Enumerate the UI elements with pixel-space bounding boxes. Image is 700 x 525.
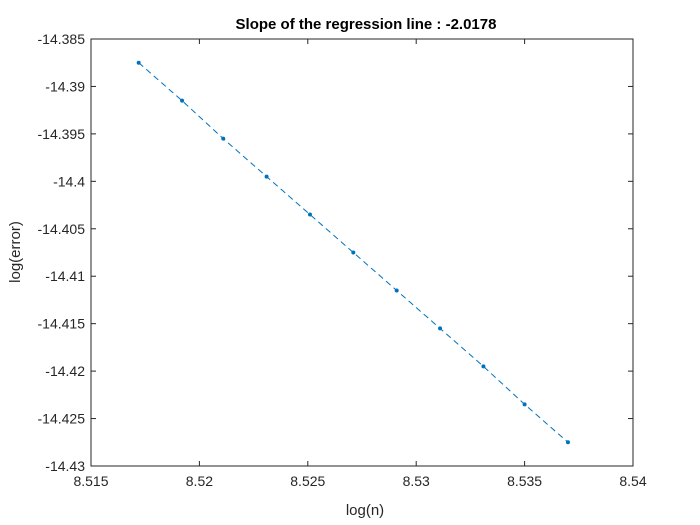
data-point (180, 98, 185, 103)
x-tick-label: 8.53 (403, 473, 430, 489)
x-tick-label: 8.515 (73, 473, 108, 489)
x-tick-label: 8.52 (186, 473, 213, 489)
x-tick-label: 8.535 (507, 473, 542, 489)
data-point (481, 364, 486, 369)
data-point (565, 440, 570, 445)
data-point (307, 212, 312, 217)
y-tick-label: -14.385 (38, 31, 86, 47)
y-tick-label: -14.41 (45, 268, 85, 284)
x-axis-label: log(n) (346, 502, 384, 519)
x-tick-label: 8.54 (619, 473, 646, 489)
data-point (221, 136, 226, 141)
data-point (522, 402, 527, 407)
plot-area (90, 38, 634, 467)
data-point (394, 288, 399, 293)
y-tick-label: -14.395 (38, 126, 86, 142)
series-line (138, 62, 569, 443)
y-tick-label: -14.42 (45, 363, 85, 379)
data-point (136, 60, 141, 65)
y-tick-label: -14.4 (53, 173, 85, 189)
y-tick-label: -14.43 (45, 458, 85, 474)
data-point (351, 250, 356, 255)
y-tick-label: -14.405 (38, 221, 86, 237)
y-tick-label: -14.415 (38, 316, 86, 332)
axes-box (90, 38, 634, 467)
y-tick-label: -14.39 (45, 78, 85, 94)
x-tick-label: 8.525 (290, 473, 325, 489)
data-point (264, 174, 269, 179)
chart-title: Slope of the regression line : -2.0178 (236, 16, 497, 33)
axis-ticks: 8.515 8.52 8.525 8.53 8.535 8.54 -14.385 -14.39… (38, 31, 647, 489)
y-axis-label: log(error) (7, 221, 24, 283)
data-point (438, 326, 443, 331)
y-tick-label: -14.425 (38, 411, 86, 427)
